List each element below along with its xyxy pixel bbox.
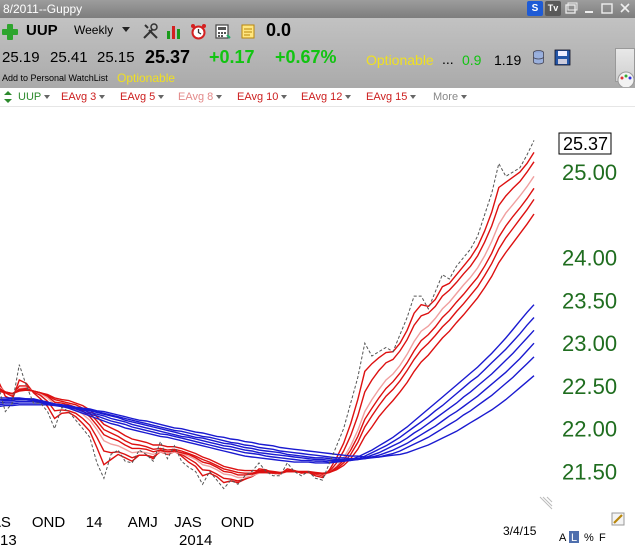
optionable-secondary-label: Optionable <box>117 71 176 85</box>
price-chart[interactable]: 25.37 25.00 24.00 23.50 23.00 22.50 22.00 21.5… <box>0 107 635 553</box>
add-watchlist-link[interactable]: Add to Personal WatchList <box>2 73 108 83</box>
indicator-eavg8[interactable]: EAvg 8 <box>178 88 223 106</box>
series-layer <box>0 152 535 484</box>
footer-percent-toggle[interactable]: % <box>584 532 594 544</box>
close-icon[interactable] <box>617 1 633 16</box>
quote-val1: 0.9 <box>462 52 482 68</box>
palette-icon[interactable] <box>616 68 635 87</box>
period-dropdown-caret-icon[interactable] <box>122 27 130 32</box>
series-line-eavg-10 <box>0 187 535 476</box>
x-tick-label: OND <box>221 514 255 531</box>
s-button[interactable]: S <box>527 1 543 16</box>
window-titlebar: 8/2011--Guppy S Tv <box>0 0 635 18</box>
restore-icon[interactable] <box>563 1 579 16</box>
maximize-icon[interactable] <box>599 1 615 16</box>
indicator-eavg5[interactable]: EAvg 5 <box>120 88 165 106</box>
summary-value: 0.0 <box>266 20 292 40</box>
series-line-long-35 <box>0 317 535 463</box>
optionable-label: Optionable <box>366 52 434 68</box>
last-price-box <box>558 132 612 155</box>
symbol-label[interactable]: UUP <box>26 22 58 39</box>
indicator-bar: UUP EAvg 3 EAvg 5 EAvg 8 EAvg 10 EAvg 12… <box>0 88 635 107</box>
tools-icon[interactable] <box>142 23 159 40</box>
window-title: 8/2011--Guppy <box>3 2 83 16</box>
indicator-eavg3-label: EAvg 3 <box>61 91 97 103</box>
bar-chart-icon[interactable] <box>166 23 183 40</box>
minimize-icon[interactable] <box>581 1 597 16</box>
footer-l-bg <box>569 531 579 543</box>
indicator-eavg5-label: EAvg 5 <box>120 91 156 103</box>
series-line-eavg-5 <box>0 161 535 482</box>
window-buttons: S Tv <box>527 1 633 16</box>
alarm-clock-icon[interactable] <box>190 23 207 40</box>
indicator-more[interactable]: More <box>433 88 468 106</box>
price-line <box>0 140 535 490</box>
footer-l-toggle[interactable]: L <box>571 532 577 544</box>
series-line-eavg-15 <box>0 213 535 474</box>
x-tick-label: JAS <box>174 514 202 531</box>
y-tick-label: 25.00 <box>562 160 617 185</box>
y-tick-label: 24.00 <box>562 246 617 271</box>
database-icon[interactable] <box>530 49 547 66</box>
x-sub-label-2014: 2014 <box>179 532 212 549</box>
indicator-eavg12[interactable]: EAvg 12 <box>301 88 352 106</box>
indicator-eavg12-label: EAvg 12 <box>301 91 343 103</box>
series-line-long-30 <box>0 304 535 464</box>
last-price-label: 25.37 <box>563 134 608 154</box>
chart-toolbar: UUP Weekly 0.0 25.19 25.41 25.15 25.37 +… <box>0 18 635 88</box>
add-plus-icon[interactable] <box>2 24 18 40</box>
save-icon[interactable] <box>554 49 571 66</box>
period-dropdown[interactable]: Weekly <box>74 23 114 37</box>
x-tick-label: AMJ <box>128 514 158 531</box>
x-sub-label-13: 13 <box>0 532 17 549</box>
resize-grip-icon[interactable] <box>539 496 553 510</box>
indicator-eavg10-label: EAvg 10 <box>237 91 279 103</box>
indicator-uup[interactable]: UUP <box>18 88 51 106</box>
series-line-long-45 <box>0 342 535 461</box>
series-line-long-60 <box>0 375 535 458</box>
series-line-eavg-12 <box>0 199 535 475</box>
y-tick-label: 22.50 <box>562 374 617 399</box>
pencil-icon[interactable] <box>611 512 625 526</box>
quote-low: 25.15 <box>97 49 135 66</box>
y-tick-label: 22.00 <box>562 417 617 442</box>
price-layer <box>0 140 535 490</box>
date-label: 3/4/15 <box>503 524 537 538</box>
quote-open: 25.19 <box>2 49 40 66</box>
y-tick-label: 21.50 <box>562 460 617 485</box>
indicator-more-label: More <box>433 91 459 103</box>
sort-arrows-icon[interactable] <box>4 91 12 103</box>
notes-icon[interactable] <box>240 23 257 40</box>
quote-dots: ... <box>442 51 454 67</box>
quote-change-pct: +0.67% <box>275 47 337 67</box>
indicator-eavg15-label: EAvg 15 <box>366 91 408 103</box>
y-tick-label: 23.50 <box>562 288 617 313</box>
chart-area[interactable]: 25.37 25.00 24.00 23.50 23.00 22.50 22.00 21.5… <box>0 107 635 553</box>
indicator-eavg15[interactable]: EAvg 15 <box>366 88 417 106</box>
footer-a-toggle[interactable]: A <box>559 532 567 544</box>
indicator-eavg8-label: EAvg 8 <box>178 91 214 103</box>
quote-high: 25.41 <box>50 49 88 66</box>
quote-val2: 1.19 <box>494 52 522 68</box>
footer-f-toggle[interactable]: F <box>599 532 606 544</box>
x-tick-label: OND <box>32 514 66 531</box>
indicator-eavg10[interactable]: EAvg 10 <box>237 88 288 106</box>
indicator-uup-label: UUP <box>18 91 42 103</box>
calculator-icon[interactable] <box>214 23 231 40</box>
tv-button[interactable]: Tv <box>545 1 561 16</box>
x-tick-label: 14 <box>86 514 103 531</box>
y-tick-label: 23.00 <box>562 331 617 356</box>
indicator-eavg3[interactable]: EAvg 3 <box>61 88 106 106</box>
x-tick-label: JAS <box>0 514 11 531</box>
quote-change: +0.17 <box>209 47 255 67</box>
quote-last: 25.37 <box>145 47 191 67</box>
